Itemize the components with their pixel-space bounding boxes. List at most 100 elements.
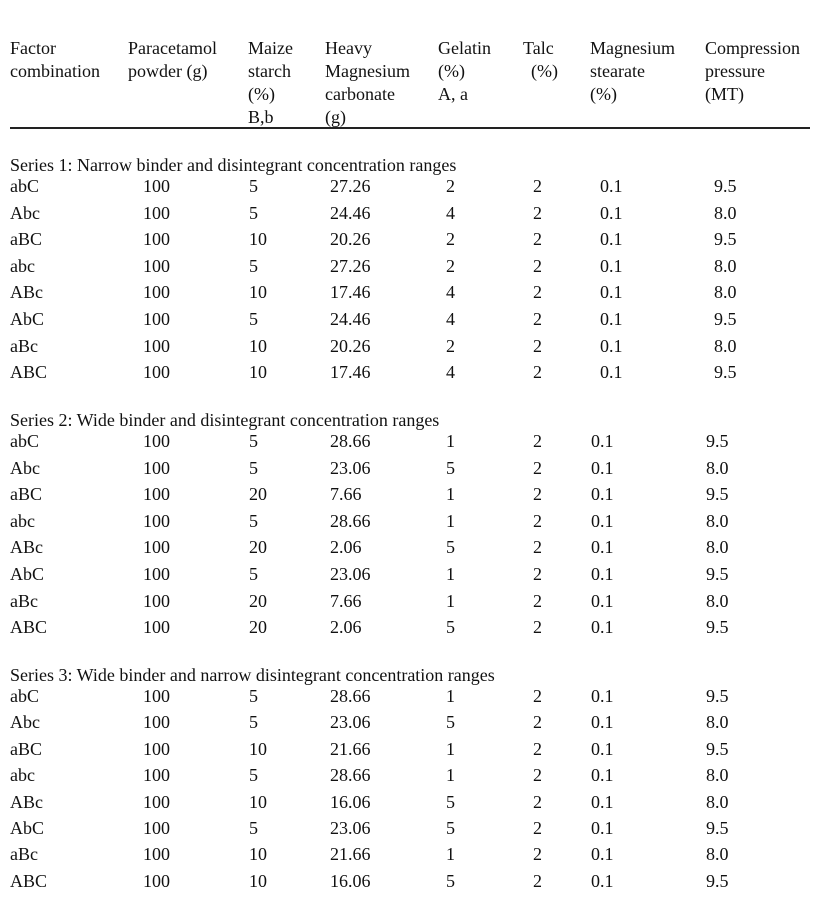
table-cell: 27.26 — [330, 255, 371, 276]
table-cell: 2 — [533, 564, 542, 584]
table-cell: 2 — [533, 176, 542, 196]
table-cell: 8.0 — [706, 791, 729, 812]
table-cell: 0.1 — [591, 818, 614, 838]
table-cell: 2 — [533, 617, 542, 638]
table-cell: 100 — [143, 484, 170, 505]
header-cell: Magnesium — [325, 61, 410, 81]
table-cell: 5 — [249, 510, 258, 531]
header-cell: Maize — [248, 38, 293, 58]
table-cell: 4 — [446, 202, 455, 223]
table-cell: abc — [10, 255, 35, 276]
table-cell: 2 — [533, 712, 542, 733]
table-cell: 2.06 — [330, 617, 362, 638]
table-cell: 28.66 — [330, 431, 371, 451]
header-cell: carbonate — [325, 84, 395, 104]
table-cell: 8.0 — [706, 765, 729, 786]
table-cell: 5 — [249, 309, 258, 329]
table-cell: 2 — [446, 335, 455, 356]
header-cell: A, a — [438, 84, 468, 104]
table-cell: 7.66 — [330, 484, 362, 505]
table-cell: 17.46 — [330, 362, 371, 383]
table-cell: 7.66 — [330, 590, 362, 611]
table-cell: 8.0 — [706, 712, 729, 733]
table-cell: 23.06 — [330, 564, 371, 584]
table-cell: 9.5 — [706, 738, 729, 759]
table-cell: Abc — [10, 457, 40, 478]
table-cell: Abc — [10, 202, 40, 223]
table-cell: 5 — [249, 255, 258, 276]
header-cell: (MT) — [705, 84, 744, 104]
table-cell: 0.1 — [591, 590, 614, 611]
table-cell: 5 — [249, 202, 258, 223]
table-cell: abC — [10, 686, 39, 706]
table-cell: 2 — [533, 870, 542, 891]
table-cell: ABC — [10, 362, 48, 383]
table-cell: 10 — [249, 282, 267, 303]
table-cell: 20.26 — [330, 335, 371, 356]
table-cell: 100 — [143, 686, 170, 706]
table-cell: 5 — [249, 457, 258, 478]
table-cell: 2 — [533, 309, 542, 329]
table-cell: 5 — [249, 564, 258, 584]
table-cell: 10 — [249, 335, 267, 356]
table-cell: 17.46 — [330, 282, 371, 303]
table-cell: 8.0 — [706, 844, 729, 865]
table-cell: 1 — [446, 431, 455, 451]
table-cell: 100 — [143, 590, 170, 611]
header-cell: (%) — [590, 84, 617, 104]
table-cell: 2 — [533, 484, 542, 505]
table-cell: 100 — [143, 229, 170, 250]
header-cell: combination — [10, 61, 100, 81]
table-cell: 2 — [533, 818, 542, 838]
header-cell: (%) — [248, 84, 275, 104]
table-cell: 9.5 — [706, 564, 729, 584]
header-cell: Heavy — [325, 38, 372, 58]
table-cell: 1 — [446, 510, 455, 531]
table-cell: 0.1 — [591, 537, 614, 558]
table-cell: aBc — [10, 844, 38, 865]
table-cell: 2 — [533, 282, 542, 303]
table-cell: 0.1 — [591, 844, 614, 865]
table-cell: 10 — [249, 738, 267, 759]
table-cell: Abc — [10, 712, 40, 733]
table-cell: 100 — [143, 202, 170, 223]
table-cell: 24.46 — [330, 202, 371, 223]
table-cell: 2 — [533, 844, 542, 865]
table-cell: 8.0 — [706, 510, 729, 531]
table-cell: 0.1 — [591, 765, 614, 786]
table-cell: 20.26 — [330, 229, 371, 250]
table-cell: 28.66 — [330, 510, 371, 531]
table-cell: 100 — [143, 537, 170, 558]
table-cell: abC — [10, 176, 39, 196]
table-cell: 20 — [249, 617, 267, 638]
table-cell: 9.5 — [706, 686, 729, 706]
table-cell: 21.66 — [330, 844, 371, 865]
table-cell: 16.06 — [330, 870, 371, 891]
table-cell: 10 — [249, 362, 267, 383]
table-cell: 100 — [143, 176, 170, 196]
table-cell: 100 — [143, 362, 170, 383]
table-cell: 5 — [446, 712, 455, 733]
table-cell: 8.0 — [706, 590, 729, 611]
table-cell: 9.5 — [706, 818, 729, 838]
table-cell: 0.1 — [591, 870, 614, 891]
table-cell: 8.0 — [714, 255, 737, 276]
table-cell: 1 — [446, 738, 455, 759]
table-cell: 23.06 — [330, 818, 371, 838]
table-cell: 27.26 — [330, 176, 371, 196]
header-cell: pressure — [705, 61, 765, 81]
table-cell: abc — [10, 765, 35, 786]
table-cell: 9.5 — [714, 362, 737, 383]
table-cell: AbC — [10, 309, 45, 329]
table-cell: 1 — [446, 564, 455, 584]
table-cell: AbC — [10, 564, 45, 584]
table-cell: 9.5 — [706, 870, 729, 891]
table-cell: 8.0 — [706, 537, 729, 558]
table-cell: 2.06 — [330, 537, 362, 558]
table-cell: 2 — [533, 362, 542, 383]
table-cell: 9.5 — [706, 431, 729, 451]
header-cell: B,b — [248, 107, 274, 127]
table-cell: ABc — [10, 537, 43, 558]
table-cell: 20 — [249, 484, 267, 505]
table-cell: 0.1 — [591, 712, 614, 733]
